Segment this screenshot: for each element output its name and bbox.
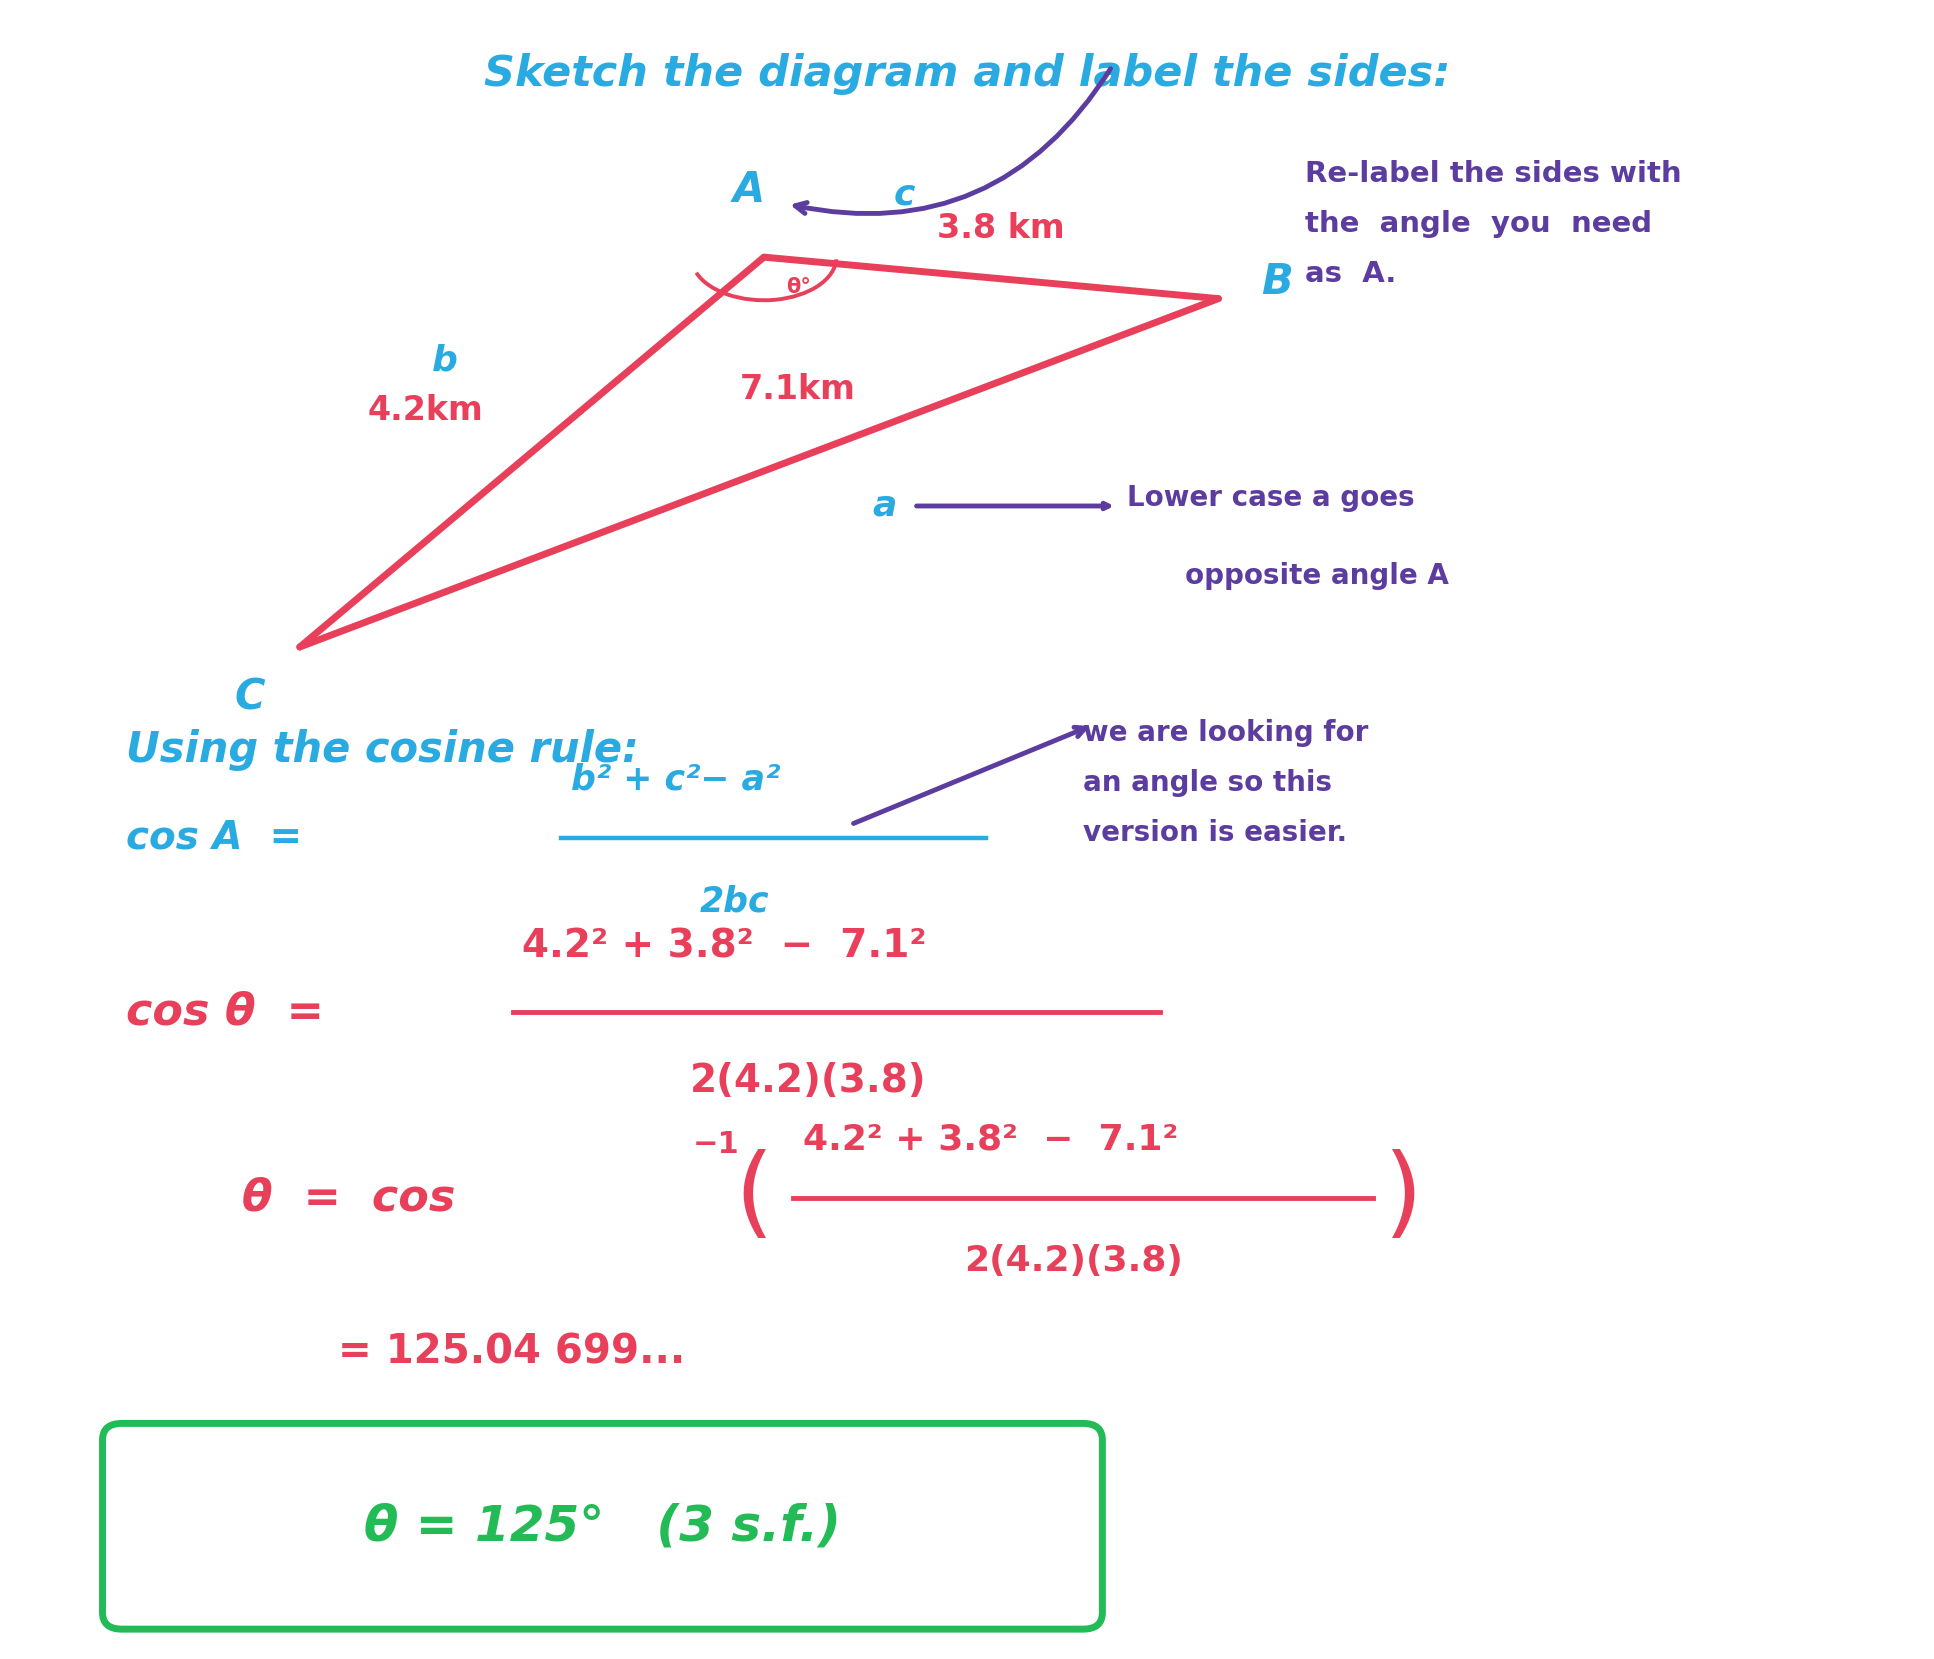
Text: an angle so this: an angle so this	[1083, 770, 1333, 796]
Text: −1: −1	[692, 1130, 739, 1160]
Text: θ = 125°   (3 s.f.): θ = 125° (3 s.f.)	[364, 1503, 841, 1550]
Text: θ°: θ°	[787, 277, 810, 297]
Text: 7.1km: 7.1km	[741, 373, 855, 406]
Text: Re-label the sides with: Re-label the sides with	[1305, 161, 1683, 187]
Text: version is easier.: version is easier.	[1083, 820, 1348, 846]
Text: 4.2km: 4.2km	[367, 395, 484, 426]
Text: A: A	[733, 169, 764, 211]
Text: Using the cosine rule:: Using the cosine rule:	[126, 728, 638, 771]
Text: a: a	[872, 489, 897, 523]
Text: we are looking for: we are looking for	[1083, 720, 1369, 747]
Text: C: C	[234, 677, 265, 718]
Text: as  A.: as A.	[1305, 260, 1396, 287]
Text: the  angle  you  need: the angle you need	[1305, 211, 1652, 237]
Text: Lower case a goes: Lower case a goes	[1126, 484, 1414, 511]
Text: θ  =  cos: θ = cos	[242, 1176, 454, 1219]
Text: b² + c²− a²: b² + c²− a²	[571, 763, 779, 796]
Text: = 125.04 699...: = 125.04 699...	[338, 1332, 687, 1372]
Text: (: (	[735, 1150, 774, 1246]
FancyBboxPatch shape	[103, 1423, 1102, 1629]
Text: cos θ  =: cos θ =	[126, 990, 323, 1034]
Text: 2(4.2)(3.8): 2(4.2)(3.8)	[963, 1244, 1184, 1277]
Text: opposite angle A: opposite angle A	[1184, 562, 1449, 589]
Text: 4.2² + 3.8²  −  7.1²: 4.2² + 3.8² − 7.1²	[522, 927, 926, 966]
Text: 2(4.2)(3.8): 2(4.2)(3.8)	[690, 1062, 926, 1100]
Text: ): )	[1383, 1150, 1421, 1246]
Text: Sketch the diagram and label the sides:: Sketch the diagram and label the sides:	[484, 53, 1450, 95]
Text: 2bc: 2bc	[700, 884, 770, 917]
Text: 3.8 km: 3.8 km	[938, 212, 1064, 244]
Text: B: B	[1261, 260, 1292, 304]
Text: b: b	[431, 343, 458, 378]
Text: cos A  =: cos A =	[126, 820, 302, 856]
Text: 4.2² + 3.8²  −  7.1²: 4.2² + 3.8² − 7.1²	[803, 1123, 1178, 1156]
Text: c: c	[894, 178, 915, 211]
